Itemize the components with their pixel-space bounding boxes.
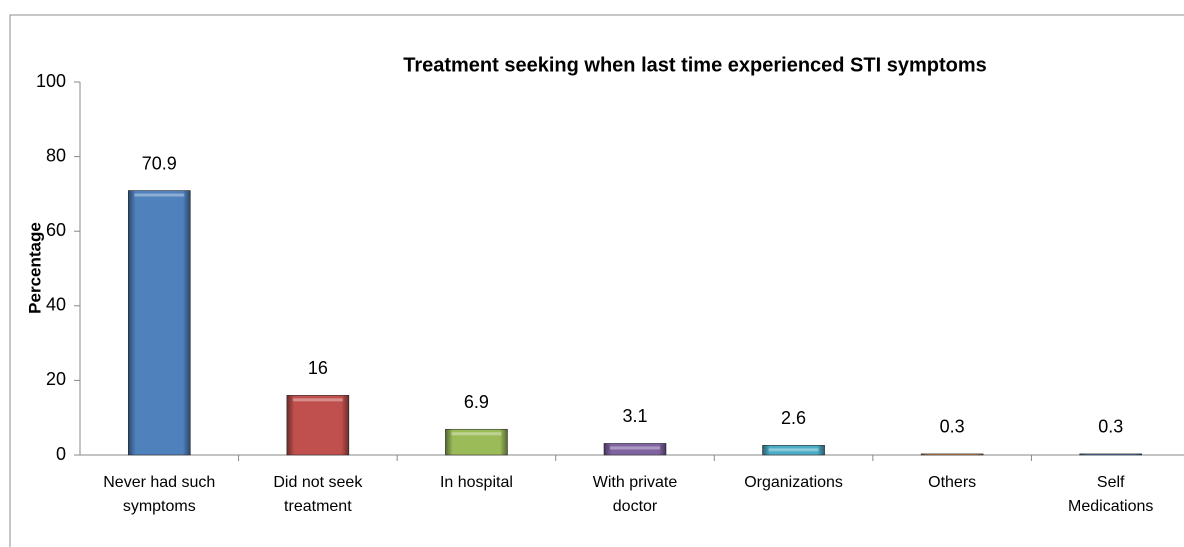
chart-title: Treatment seeking when last time experie…: [403, 54, 987, 76]
data-label: 70.9: [142, 153, 177, 173]
x-tick-label: Others: [928, 474, 977, 491]
data-label: 16: [308, 358, 328, 378]
bar: [1079, 453, 1143, 456]
x-tick-label: Did not seek treatment: [273, 474, 363, 515]
x-tick-label: Self Medications: [1068, 474, 1154, 515]
x-tick-label: With private doctor: [592, 474, 678, 515]
y-tick-label: 80: [46, 145, 66, 165]
data-label: 3.1: [622, 406, 647, 426]
data-label: 0.3: [1098, 417, 1123, 437]
bar: [920, 453, 984, 456]
x-tick-label: Never had such symptoms: [103, 474, 216, 515]
bar: [127, 190, 191, 456]
y-tick-label: 100: [36, 71, 66, 91]
bar: [286, 395, 350, 456]
data-label: 2.6: [781, 408, 806, 428]
y-axis-label: Percentage: [25, 222, 44, 314]
y-tick-label: 40: [46, 295, 66, 315]
y-tick-label: 20: [46, 369, 66, 389]
x-tick-label: Organizations: [744, 474, 843, 491]
data-label: 6.9: [464, 392, 489, 412]
y-tick-label: 0: [56, 444, 66, 464]
x-tick-label: In hospital: [439, 474, 513, 491]
data-label: 0.3: [940, 417, 965, 437]
y-tick-label: 60: [46, 220, 66, 240]
chart-border: [9, 14, 1184, 547]
